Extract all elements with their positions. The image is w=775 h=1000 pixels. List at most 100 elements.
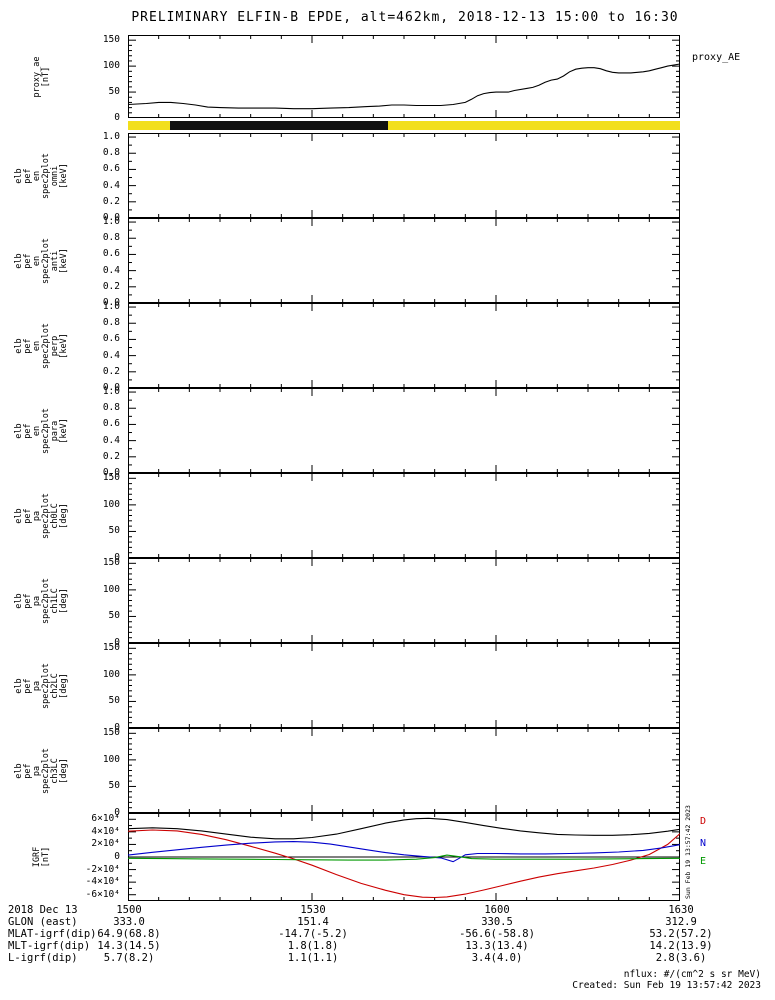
ytick-label: 0.0: [102, 297, 120, 308]
plot-title: PRELIMINARY ELFIN-B EPDE, alt=462km, 201…: [131, 10, 679, 25]
elb_pef_en_spec2plot_anti-ytick-labels: 0.0 0.2 0.4 0.6 0.8 1.0: [70, 216, 124, 308]
elb_pef_pa_spec2plot_ch3LC-ylabel: elb pef pa spec2plot ch3LC [deg]: [14, 728, 70, 813]
ytick-label: 50: [108, 695, 120, 707]
ephemeris-row-mlt: MLT-igrf(dip) 14.3(14.5) 1.8(1.8) 13.3(1…: [0, 940, 775, 952]
panel-elb_pef_en_spec2plot_para: [128, 388, 680, 473]
glon-value: 312.9: [665, 916, 697, 928]
ylabel-text: elb pef en spec2plot anti [keV]: [14, 237, 69, 284]
ytick-label: 100: [102, 583, 120, 595]
ephemeris-row-lshell: L-igrf(dip) 5.7(8.2) 1.1(1.1) 3.4(4.0) 2…: [0, 952, 775, 964]
ytick-label: 0.2: [102, 450, 120, 462]
series-proxy_AE: [128, 63, 680, 110]
nflux-units-note: nflux: #/(cm^2 s sr MeV): [623, 969, 761, 980]
ylabel-text: elb pef pa spec2plot ch1LC [deg]: [14, 577, 69, 624]
elb_pef_pa_spec2plot_ch2LC-ytick-labels: 0 50 100 150: [70, 642, 124, 733]
mlat-label: MLAT-igrf(dip): [8, 928, 97, 940]
ytick-label: 0.8: [102, 147, 120, 159]
igrf-e-line-label: E: [700, 856, 707, 867]
panel-elb_pef_en_spec2plot_anti: [128, 218, 680, 303]
elb_pef_en_spec2plot_para-ytick-labels: 0.0 0.2 0.4 0.6 0.8 1.0: [70, 386, 124, 478]
ylabel-text: elb pef pa spec2plot ch3LC [deg]: [14, 747, 69, 794]
ytick-label: 2×10⁴: [91, 838, 120, 850]
ytick-label: 0.2: [102, 195, 120, 207]
igrf-d-line-label: D: [700, 816, 707, 827]
ytick-label: 50: [108, 780, 120, 792]
ytick-label: 0.4: [102, 434, 120, 446]
ytick-label: 1.0: [102, 386, 120, 398]
series-N: [128, 841, 680, 863]
elb_pef_pa_spec2plot_ch0LC-ylabel: elb pef pa spec2plot ch0LC [deg]: [14, 473, 70, 558]
proxy_ae-canvas: [128, 35, 680, 118]
elb_pef_pa_spec2plot_ch2LC-ylabel: elb pef pa spec2plot ch2LC [deg]: [14, 643, 70, 728]
ytick-label: 0: [114, 637, 120, 648]
ytick-label: 0.4: [102, 349, 120, 361]
igrf-canvas: [128, 813, 680, 901]
lshell-label: L-igrf(dip): [8, 952, 78, 964]
proxy-ae-line-label: proxy_AE: [692, 52, 741, 63]
elb_pef_en_spec2plot_perp-ylabel: elb pef en spec2plot perp [keV]: [14, 303, 70, 388]
ytick-label: 100: [102, 60, 120, 72]
ytick-label: 150: [102, 727, 120, 739]
series-D: [128, 829, 680, 899]
panel-elb_pef_pa_spec2plot_ch1LC: [128, 558, 680, 643]
ytick-label: 0: [114, 722, 120, 733]
elb_pef_pa_spec2plot_ch1LC-ytick-labels: 0 50 100 150: [70, 557, 124, 648]
ylabel-text: elb pef en spec2plot perp [keV]: [14, 322, 69, 369]
ytick-label: -6×10⁴: [85, 888, 120, 900]
proxy_ae-ytick-labels: 0 50 100 150: [70, 35, 124, 123]
mlt-value: 14.2(13.9): [649, 940, 713, 952]
elb_pef_en_spec2plot_para-canvas: [128, 388, 680, 473]
mlt-value: 13.3(13.4): [465, 940, 529, 952]
elb_pef_en_spec2plot_para-ylabel: elb pef en spec2plot para [keV]: [14, 388, 70, 473]
mlat-value: 64.9(68.8): [97, 928, 161, 940]
ylabel-text: proxy_ae [nT]: [32, 56, 51, 97]
ytick-label: 0.2: [102, 365, 120, 377]
elb_pef_en_spec2plot_omni-ylabel: elb pef en spec2plot omni [keV]: [14, 133, 70, 218]
elb_pef_pa_spec2plot_ch2LC-canvas: [128, 643, 680, 728]
glon-value: 151.4: [297, 916, 329, 928]
panel-proxy_ae: [128, 35, 680, 118]
date-label: 2018 Dec 13: [8, 904, 78, 916]
ytick-label: 0: [114, 552, 120, 563]
ytick-label: -4×10⁴: [85, 876, 120, 888]
ytick-label: 0.8: [102, 402, 120, 414]
ytick-label: 100: [102, 753, 120, 765]
panel-elb_pef_pa_spec2plot_ch0LC: [128, 473, 680, 558]
panel-elb_pef_en_spec2plot_omni: [128, 133, 680, 218]
ytick-label: 50: [108, 610, 120, 622]
ytick-label: 150: [102, 557, 120, 569]
ytick-label: 0.2: [102, 280, 120, 292]
ylabel-text: elb pef en spec2plot para [keV]: [14, 407, 69, 454]
elb_pef_pa_spec2plot_ch0LC-canvas: [128, 473, 680, 558]
elb_pef_en_spec2plot_perp-ytick-labels: 0.0 0.2 0.4 0.6 0.8 1.0: [70, 302, 124, 393]
xtick-label: 1600: [484, 904, 510, 916]
ytick-label: 0.6: [102, 333, 120, 345]
flag-bar-segment: [169, 121, 388, 130]
ytick-label: 100: [102, 668, 120, 680]
elb_pef_en_spec2plot_omni-ytick-labels: 0.0 0.2 0.4 0.6 0.8 1.0: [70, 132, 124, 223]
ytick-label: 6×10⁴: [91, 813, 120, 825]
elb_pef_pa_spec2plot_ch1LC-ylabel: elb pef pa spec2plot ch1LC [deg]: [14, 558, 70, 643]
mlat-value: -56.6(-58.8): [459, 928, 535, 940]
ytick-label: -2×10⁴: [85, 863, 120, 875]
glon-label: GLON (east): [8, 916, 78, 928]
mlt-label: MLT-igrf(dip): [8, 940, 91, 952]
ytick-label: 100: [102, 498, 120, 510]
series-E: [128, 854, 680, 861]
panel-igrf: [128, 813, 680, 901]
ytick-label: 4×10⁴: [91, 825, 120, 837]
lshell-value: 5.7(8.2): [103, 952, 155, 964]
ytick-label: 50: [108, 86, 120, 98]
glon-value: 333.0: [113, 916, 145, 928]
elb_pef_en_spec2plot_anti-canvas: [128, 218, 680, 303]
mlat-value: 53.2(57.2): [649, 928, 713, 940]
ytick-label: 0.4: [102, 264, 120, 276]
ytick-label: 1.0: [102, 216, 120, 228]
glon-value: 330.5: [481, 916, 513, 928]
elb_pef_pa_spec2plot_ch1LC-canvas: [128, 558, 680, 643]
igrf-ylabel: IGRF [nT]: [14, 813, 70, 901]
lshell-value: 3.4(4.0): [471, 952, 523, 964]
mlat-value: -14.7(-5.2): [278, 928, 348, 940]
ytick-label: 150: [102, 642, 120, 654]
ephemeris-row-glon: GLON (east) 333.0 151.4 330.5 312.9: [0, 916, 775, 928]
